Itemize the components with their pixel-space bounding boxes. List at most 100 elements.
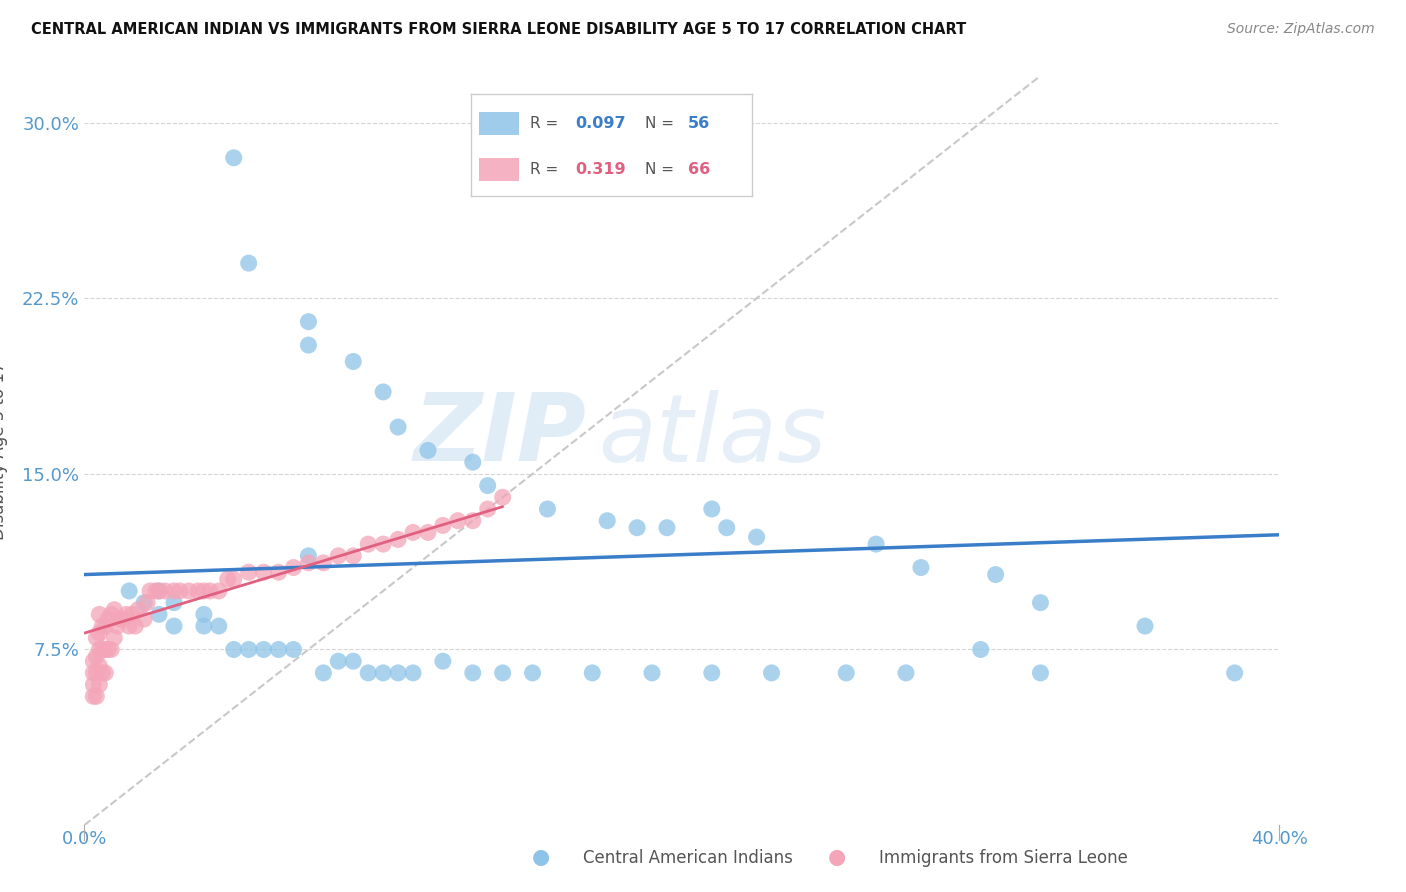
Point	[193, 607, 215, 622]
Point	[1029, 665, 1052, 680]
Text: Central American Indians: Central American Indians	[583, 849, 793, 867]
Point	[222, 642, 245, 657]
Point	[536, 502, 558, 516]
Point	[105, 619, 128, 633]
Point	[373, 665, 395, 680]
Point	[94, 665, 117, 680]
Point	[894, 665, 917, 680]
Point	[492, 490, 515, 504]
Point	[461, 665, 484, 680]
Point	[100, 607, 122, 622]
Point	[198, 583, 221, 598]
Text: 0.097: 0.097	[575, 116, 626, 131]
Point	[193, 583, 215, 598]
Point	[357, 665, 380, 680]
Point	[1133, 619, 1156, 633]
Point	[89, 658, 111, 673]
Point	[222, 572, 245, 586]
Point	[177, 583, 200, 598]
Point	[297, 549, 319, 563]
Point	[112, 612, 135, 626]
Point	[1029, 596, 1052, 610]
Point	[118, 619, 141, 633]
Text: atlas: atlas	[599, 390, 827, 481]
Text: Source: ZipAtlas.com: Source: ZipAtlas.com	[1227, 22, 1375, 37]
Point	[626, 521, 648, 535]
Text: CENTRAL AMERICAN INDIAN VS IMMIGRANTS FROM SIERRA LEONE DISABILITY AGE 5 TO 17 C: CENTRAL AMERICAN INDIAN VS IMMIGRANTS FR…	[31, 22, 966, 37]
Point	[342, 549, 364, 563]
Point	[86, 649, 108, 664]
Point	[373, 384, 395, 399]
Point	[461, 455, 484, 469]
Point	[217, 572, 239, 586]
Point	[312, 665, 335, 680]
Point	[153, 583, 176, 598]
Point	[100, 642, 122, 657]
Point	[461, 514, 484, 528]
Point	[387, 533, 409, 547]
Point	[312, 556, 335, 570]
Point	[222, 151, 245, 165]
Point	[110, 612, 132, 626]
Point	[297, 556, 319, 570]
Point	[700, 665, 723, 680]
Point	[163, 583, 186, 598]
Point	[865, 537, 887, 551]
Point	[89, 607, 111, 622]
Point	[187, 583, 209, 598]
Text: R =: R =	[530, 162, 564, 178]
Point	[148, 607, 170, 622]
Point	[1223, 665, 1246, 680]
Point	[402, 525, 425, 540]
Y-axis label: Disability Age 5 to 17: Disability Age 5 to 17	[0, 361, 8, 540]
Point	[89, 626, 111, 640]
Point	[89, 642, 111, 657]
Text: Immigrants from Sierra Leone: Immigrants from Sierra Leone	[879, 849, 1128, 867]
Text: ●: ●	[533, 847, 550, 867]
Point	[163, 596, 186, 610]
Point	[641, 665, 664, 680]
Point	[139, 583, 162, 598]
Point	[581, 665, 603, 680]
Point	[835, 665, 858, 680]
Point	[136, 596, 159, 610]
Point	[477, 502, 499, 516]
Point	[169, 583, 191, 598]
Point	[387, 665, 409, 680]
Point	[103, 631, 125, 645]
Point	[121, 607, 143, 622]
Point	[86, 631, 108, 645]
Point	[86, 665, 108, 680]
Point	[402, 665, 425, 680]
Point	[91, 642, 114, 657]
Point	[716, 521, 738, 535]
Point	[522, 665, 544, 680]
Text: 56: 56	[688, 116, 710, 131]
Point	[127, 603, 149, 617]
Point	[283, 560, 305, 574]
Point	[238, 642, 260, 657]
Point	[283, 642, 305, 657]
Point	[342, 354, 364, 368]
Point	[148, 583, 170, 598]
Point	[387, 420, 409, 434]
Point	[761, 665, 783, 680]
Point	[97, 642, 120, 657]
Text: ZIP: ZIP	[413, 390, 586, 482]
Point	[984, 567, 1007, 582]
Point	[89, 678, 111, 692]
Point	[267, 642, 290, 657]
Point	[297, 315, 319, 329]
Point	[132, 612, 156, 626]
Point	[94, 642, 117, 657]
Point	[655, 521, 678, 535]
Point	[118, 583, 141, 598]
Point	[297, 338, 319, 352]
Point	[416, 525, 439, 540]
Point	[94, 619, 117, 633]
Point	[432, 654, 454, 668]
Point	[238, 566, 260, 580]
Point	[328, 549, 350, 563]
Point	[745, 530, 768, 544]
Point	[910, 560, 932, 574]
